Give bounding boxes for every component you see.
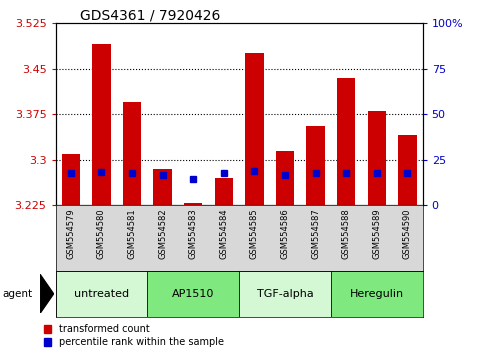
Bar [331, 271, 423, 317]
Bar [92, 44, 111, 205]
Text: GSM554589: GSM554589 [372, 209, 381, 259]
Text: GSM554585: GSM554585 [250, 209, 259, 259]
Text: GSM554581: GSM554581 [128, 209, 137, 259]
Bar [245, 53, 264, 205]
Bar [239, 271, 331, 317]
Bar [184, 204, 202, 205]
Polygon shape [40, 274, 54, 313]
Text: GSM554579: GSM554579 [66, 209, 75, 259]
Text: GSM554580: GSM554580 [97, 209, 106, 259]
Bar [62, 154, 80, 205]
Text: untreated: untreated [74, 289, 129, 299]
Bar [154, 169, 172, 205]
Legend: transformed count, percentile rank within the sample: transformed count, percentile rank withi… [43, 325, 224, 347]
Bar [368, 111, 386, 205]
Bar [398, 136, 416, 205]
Text: AP1510: AP1510 [172, 289, 214, 299]
Text: GDS4361 / 7920426: GDS4361 / 7920426 [80, 9, 220, 23]
Text: TGF-alpha: TGF-alpha [256, 289, 313, 299]
Bar [123, 102, 141, 205]
Bar [276, 151, 294, 205]
Bar [214, 178, 233, 205]
Text: GSM554586: GSM554586 [281, 209, 289, 259]
Bar [337, 78, 355, 205]
Text: GSM554584: GSM554584 [219, 209, 228, 259]
Text: GSM554583: GSM554583 [189, 209, 198, 259]
Text: GSM554587: GSM554587 [311, 209, 320, 259]
Text: GSM554582: GSM554582 [158, 209, 167, 259]
Bar [56, 271, 147, 317]
Bar [306, 126, 325, 205]
Text: GSM554588: GSM554588 [341, 209, 351, 259]
Bar [147, 271, 239, 317]
Text: agent: agent [2, 289, 32, 299]
Text: GSM554590: GSM554590 [403, 209, 412, 259]
Text: Heregulin: Heregulin [350, 289, 404, 299]
